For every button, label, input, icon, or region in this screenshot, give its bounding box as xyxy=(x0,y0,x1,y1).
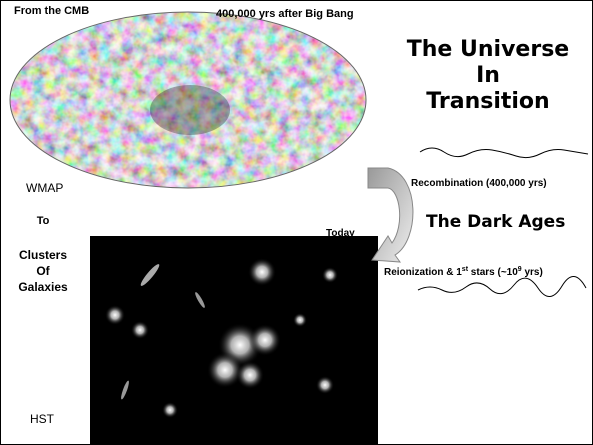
title-line: Transition xyxy=(426,89,549,114)
text-part: stars (~10 xyxy=(468,267,518,278)
galaxies xyxy=(105,258,338,418)
dark-ages-label: The Dark Ages xyxy=(426,212,565,232)
cmb-outline xyxy=(9,11,367,189)
clusters-line: Galaxies xyxy=(18,280,68,294)
today-label: Today xyxy=(326,228,355,239)
cmb-map xyxy=(10,12,366,188)
reionization-label: Reionization & 1st stars (~109 yrs) xyxy=(384,266,543,278)
to-label: To xyxy=(37,215,50,227)
cmb-time: 400,000 yrs after Big Bang xyxy=(216,8,354,20)
transition-arrow xyxy=(367,167,414,263)
superscript: st xyxy=(462,266,469,273)
wmap-label: WMAP xyxy=(26,181,63,195)
clusters-line: Of xyxy=(36,264,50,278)
title-line: The Universe xyxy=(407,37,569,62)
cmb-caption: From the CMB xyxy=(14,5,89,17)
title-line: In xyxy=(476,63,500,88)
clusters-line: Clusters xyxy=(19,248,67,262)
wavy-line-top xyxy=(419,147,589,159)
superscript: 9 xyxy=(518,266,522,273)
text-part: yrs) xyxy=(522,267,543,278)
wavy-line-bottom xyxy=(417,276,587,297)
hst-label: HST xyxy=(30,412,55,426)
recombination-label: Recombination (400,000 yrs) xyxy=(411,178,547,189)
text-part: Reionization & 1 xyxy=(384,267,462,278)
